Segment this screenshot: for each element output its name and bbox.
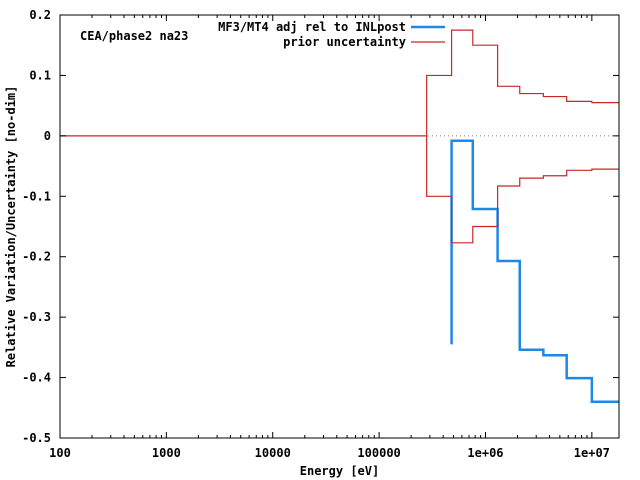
y-tick-label: -0.4 <box>22 371 51 385</box>
y-tick-label: -0.3 <box>22 310 51 324</box>
x-tick-label: 100 <box>49 446 71 460</box>
x-tick-label: 1e+07 <box>574 446 610 460</box>
series-adjustment-line <box>450 139 619 403</box>
legend-label-adjustment: MF3/MT4 adj rel to INLpost <box>218 20 406 34</box>
chart-annotation: CEA/phase2 na23 <box>80 29 188 43</box>
y-tick-label: -0.5 <box>22 431 51 445</box>
legend-label-prior-uncertainty: prior uncertainty <box>283 35 406 49</box>
plot-frame <box>59 14 620 439</box>
series-prior-uncertainty-lower <box>426 135 619 244</box>
y-tick-label: 0 <box>44 129 51 143</box>
y-tick-label: 0.1 <box>29 68 51 82</box>
x-tick-label: 1000 <box>152 446 181 460</box>
x-tick-label: 1e+06 <box>467 446 503 460</box>
y-axis-title: Relative Variation/Uncertainty [no-dim] <box>4 86 18 368</box>
legend: MF3/MT4 adj rel to INLpost prior uncerta… <box>218 20 445 49</box>
x-tick-label: 100000 <box>357 446 400 460</box>
y-tick-label: -0.2 <box>22 250 51 264</box>
x-tick-label: 10000 <box>255 446 291 460</box>
series-layer <box>60 29 619 403</box>
tick-layer <box>59 14 619 439</box>
x-axis-title: Energy [eV] <box>300 464 379 478</box>
y-tick-label: 0.2 <box>29 8 51 22</box>
series-prior-uncertainty-upper <box>60 29 619 137</box>
y-tick-label: -0.1 <box>22 189 51 203</box>
